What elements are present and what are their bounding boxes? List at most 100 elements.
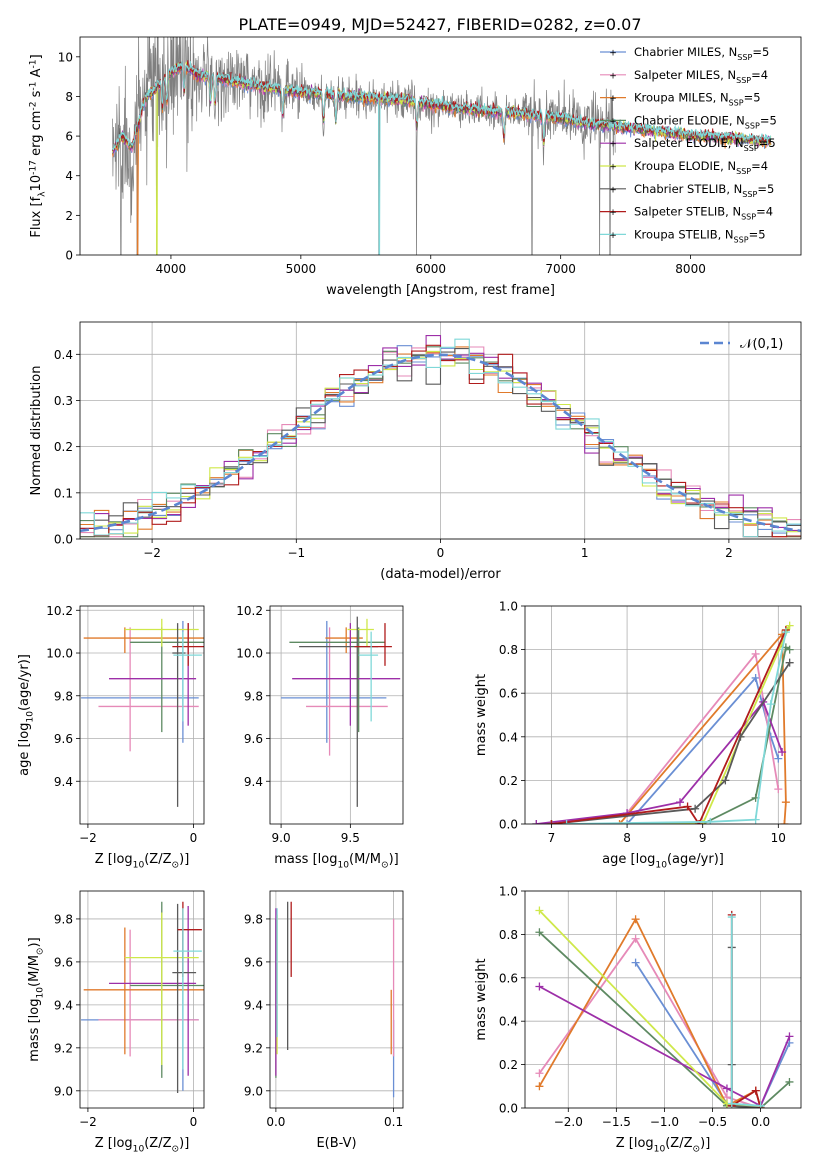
errorbar-point: [98, 929, 199, 1057]
chart-residual_histogram: [80, 322, 801, 540]
histogram-step: [80, 344, 801, 539]
data-marker: [535, 1069, 544, 1078]
series-line: [538, 937, 761, 1108]
x-tick-label: 7000: [545, 262, 576, 276]
data-marker: [631, 934, 640, 943]
errorbar-point: [83, 627, 204, 654]
data-marker: [535, 928, 544, 937]
legend-label: 𝒩(0,1): [740, 337, 783, 352]
y-tick-label: 10.2: [46, 604, 73, 618]
y-tick-label: 10.0: [236, 647, 263, 661]
y-tick-label: 1.0: [499, 600, 518, 614]
x-axis-label: (data-model)/error: [380, 567, 501, 582]
spectrum-legend: + Chabrier MILES, NSSP=5 + Salpeter MILES, …: [600, 45, 777, 244]
x-tick-label: 8: [623, 831, 631, 845]
plot-area: [275, 901, 395, 1098]
y-tick-label: 1.0: [499, 885, 518, 899]
y-tick-label: 9.4: [244, 775, 263, 789]
x-tick-label: 0: [437, 546, 445, 560]
data-marker: [781, 628, 790, 637]
x-tick-label: 2: [725, 546, 733, 560]
plot-area: [281, 616, 401, 807]
axes-overlay: −2 −1 0 1 2 0.0 0.1 0.2 0.3 0.4 (data-model)/error…: [29, 321, 802, 582]
axes-overlay: 0.0 0.1 9.0 9.2 9.4 9.6 9.8 E(B-V): [244, 890, 404, 1151]
x-axis-label: Z [log10(Z/Z⊙)]: [616, 1136, 711, 1155]
data-marker: [785, 658, 794, 667]
x-tick-label: 9: [699, 831, 707, 845]
chart-spectrum: [112, 37, 772, 255]
data-marker: [631, 958, 640, 967]
errorbar-point: [109, 906, 197, 1076]
legend-marker: +: [609, 49, 617, 59]
y-tick-label: 0.4: [54, 348, 73, 362]
axes-frame: [79, 890, 205, 1109]
y-tick-label: 6: [65, 130, 73, 144]
y-tick-label: 0.0: [54, 533, 73, 547]
legend-marker: +: [609, 231, 617, 241]
plot-area: [80, 335, 801, 539]
chart-mass_vs_Z: [80, 891, 204, 1108]
errorbar-point: [173, 908, 202, 1070]
axes-frame: [79, 36, 802, 256]
x-tick-label: −2: [143, 546, 161, 560]
y-tick-label: 9.8: [54, 689, 73, 703]
axes-overlay: −2 0 9.0 9.2 9.4 9.6 9.8 Z [log10(Z/Z⊙)] mass [l…: [27, 890, 205, 1155]
y-tick-label: 9.6: [244, 732, 263, 746]
legend-label: Chabrier STELIB, NSSP=5: [634, 182, 774, 199]
x-tick-label: 0.0: [266, 1115, 285, 1129]
axes-overlay: −2.0 −1.5 −1.0 −0.5 0.0 0.0 0.2 0.4 0.6 0.8 1.0 Z […: [474, 885, 802, 1155]
data-marker: [751, 815, 760, 824]
data-marker: [751, 649, 760, 658]
data-marker: [774, 754, 783, 763]
y-tick-label: 9.4: [244, 998, 263, 1012]
data-marker: [766, 700, 775, 709]
data-marker: [727, 1099, 736, 1108]
x-tick-label: 7: [548, 831, 556, 845]
errorbar-point: [306, 627, 388, 756]
x-axis-label: Z [log10(Z/Z⊙)]: [95, 1136, 190, 1155]
x-axis-label: mass [log10(M/M⊙)]: [274, 852, 398, 871]
axes-overlay: 7 8 9 10 0.0 0.2 0.4 0.6 0.8 1.0 age [log10(age/yr…: [474, 600, 802, 871]
legend-marker: +: [609, 94, 617, 104]
errorbar-point: [289, 627, 385, 733]
y-tick-label: 9.0: [244, 1084, 263, 1098]
y-axis-label: Flux [fλ10-17 erg cm-2 s-1 A-1]: [28, 54, 47, 237]
y-tick-label: 9.8: [244, 689, 263, 703]
axes-frame: [79, 605, 205, 825]
errorbar-point: [281, 620, 387, 743]
errorbar-point: [354, 623, 392, 666]
x-tick-label: −2: [79, 1115, 97, 1129]
chart-mass_vs_EBV: [270, 891, 403, 1108]
y-tick-label: 9.2: [244, 1041, 263, 1055]
legend-marker: +: [609, 185, 617, 195]
y-tick-label: 0.2: [54, 440, 73, 454]
data-marker: [706, 817, 715, 824]
y-tick-label: 0.4: [499, 1015, 518, 1029]
axes-overlay: 4000 5000 6000 7000 8000 0 2 4 6 8 10 wavelength [A…: [28, 36, 802, 298]
legend-label: Salpeter ELODIE, NSSP=5: [634, 136, 776, 153]
y-axis-label: Normed distribution: [29, 366, 44, 496]
legend-label: Chabrier ELODIE, NSSP=5: [634, 113, 777, 130]
errorbar-point: [83, 927, 204, 1055]
y-tick-label: 0.0: [499, 818, 518, 832]
data-marker: [562, 820, 571, 824]
y-tick-label: 10: [58, 50, 73, 64]
y-tick-label: 0.2: [499, 1058, 518, 1072]
errorbar-point: [172, 903, 197, 1093]
data-marker: [781, 798, 790, 807]
axes-frame: [269, 605, 404, 825]
data-marker: [623, 820, 632, 824]
figure-title: PLATE=0949, MJD=52427, FIBERID=0282, z=0…: [238, 15, 641, 34]
data-marker: [615, 820, 624, 824]
x-tick-label: 5000: [286, 262, 317, 276]
legend-marker: +: [609, 71, 617, 81]
y-tick-label: 2: [65, 209, 73, 223]
axes-frame: [524, 890, 802, 1109]
y-tick-label: 0.2: [499, 774, 518, 788]
mass-weight-series: [562, 628, 790, 824]
x-tick-label: −1.0: [650, 1115, 679, 1129]
data-marker: [785, 1032, 794, 1041]
errorbar-point: [98, 627, 199, 752]
data-marker: [780, 820, 789, 824]
